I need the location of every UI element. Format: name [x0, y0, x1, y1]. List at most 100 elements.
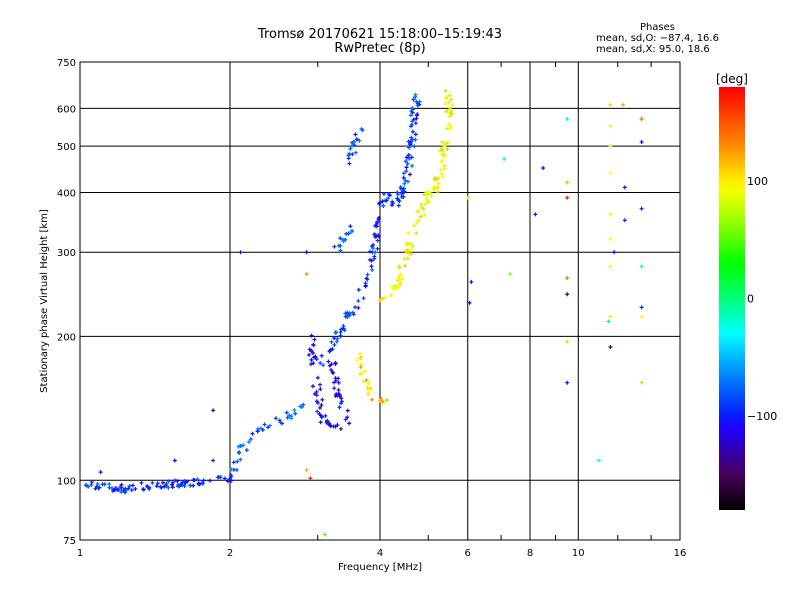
data-point [608, 345, 613, 350]
data-point [319, 403, 324, 408]
data-point [639, 305, 644, 310]
data-point [395, 278, 400, 283]
data-point [436, 185, 441, 190]
data-point [235, 459, 240, 464]
data-point [229, 474, 234, 479]
data-point [608, 212, 613, 217]
data-point [304, 468, 309, 473]
data-point [335, 336, 340, 341]
data-point [401, 186, 406, 191]
data-point [398, 185, 403, 190]
data-point [347, 161, 352, 166]
data-point [320, 397, 325, 402]
data-point [395, 196, 400, 201]
colorbar-tick-label: 0 [747, 293, 754, 306]
data-point [370, 397, 375, 402]
data-point [359, 362, 364, 367]
data-point [450, 103, 455, 108]
data-point [410, 119, 415, 124]
data-point [407, 156, 412, 161]
data-point [447, 122, 452, 127]
data-point [389, 203, 394, 208]
data-point [608, 144, 613, 149]
data-point [565, 180, 570, 185]
data-point [255, 429, 260, 434]
data-point [314, 393, 319, 398]
data-point [391, 286, 396, 291]
data-point [327, 363, 332, 368]
data-point [395, 192, 400, 197]
data-point [380, 199, 385, 204]
data-point [565, 339, 570, 344]
data-point [465, 195, 470, 200]
phase-stats-heading: Phases [639, 22, 676, 33]
data-point [403, 263, 408, 268]
data-point [339, 396, 344, 401]
data-point [342, 328, 347, 333]
y-tick-label: 600 [57, 104, 76, 115]
data-point [406, 145, 411, 150]
data-point [396, 285, 401, 290]
data-point [443, 88, 448, 93]
data-point [426, 200, 431, 205]
data-point [172, 458, 177, 463]
x-axis-label: Frequency [MHz] [338, 562, 422, 573]
data-point [304, 250, 309, 255]
x-tick-label: 4 [377, 548, 383, 559]
data-point [402, 256, 407, 261]
data-point [318, 361, 323, 366]
data-point [201, 478, 206, 483]
data-point [445, 140, 450, 145]
data-point [234, 467, 239, 472]
data-point [310, 350, 315, 355]
data-point [170, 485, 175, 490]
data-point [345, 315, 350, 320]
data-point [107, 482, 112, 487]
data-point [406, 231, 411, 236]
data-point [399, 194, 404, 199]
data-point [414, 231, 419, 236]
data-point [364, 378, 369, 383]
data-point [337, 405, 342, 410]
data-point [467, 300, 472, 305]
data-point [403, 159, 408, 164]
data-point [397, 266, 402, 271]
data-point [311, 342, 316, 347]
data-point [409, 124, 414, 129]
data-point [238, 250, 243, 255]
data-point [110, 488, 115, 493]
data-point [439, 171, 444, 176]
data-point [384, 398, 389, 403]
data-point [285, 415, 290, 420]
data-point [162, 484, 167, 489]
data-point [339, 401, 344, 406]
data-point [365, 385, 370, 390]
data-point [307, 352, 312, 357]
x-tick-label: 10 [572, 548, 585, 559]
data-point [393, 283, 398, 288]
data-point [331, 424, 336, 429]
data-point [141, 487, 146, 492]
data-point [415, 209, 420, 214]
phase-stats-o: mean, sd,O: −87.4, 16.6 [596, 33, 719, 44]
data-point [377, 201, 382, 206]
data-point [154, 484, 159, 489]
data-point [367, 388, 372, 393]
data-point [348, 146, 353, 151]
data-point [396, 203, 401, 208]
data-point [409, 155, 414, 160]
data-point [336, 391, 341, 396]
data-point [565, 275, 570, 280]
data-point [375, 238, 380, 243]
data-point [565, 116, 570, 121]
data-point [370, 267, 375, 272]
data-point [428, 191, 433, 196]
y-tick-label: 75 [63, 536, 76, 547]
data-point [423, 201, 428, 206]
data-point [412, 144, 417, 149]
data-point [336, 388, 341, 393]
data-point [384, 198, 389, 203]
data-point [166, 479, 171, 484]
data-point [369, 258, 374, 263]
